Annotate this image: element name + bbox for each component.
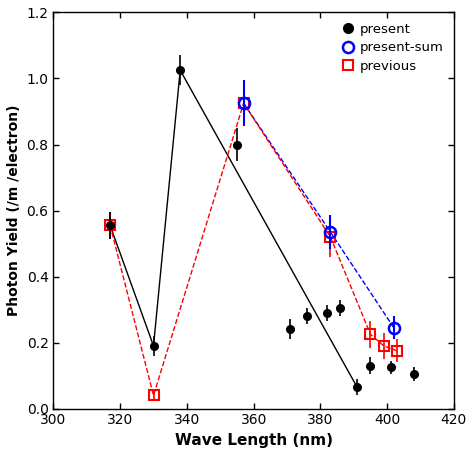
Y-axis label: Photon Yield (/m /electron): Photon Yield (/m /electron) [7,105,21,316]
X-axis label: Wave Length (nm): Wave Length (nm) [174,433,333,448]
Legend: present, present-sum, previous: present, present-sum, previous [338,19,447,76]
